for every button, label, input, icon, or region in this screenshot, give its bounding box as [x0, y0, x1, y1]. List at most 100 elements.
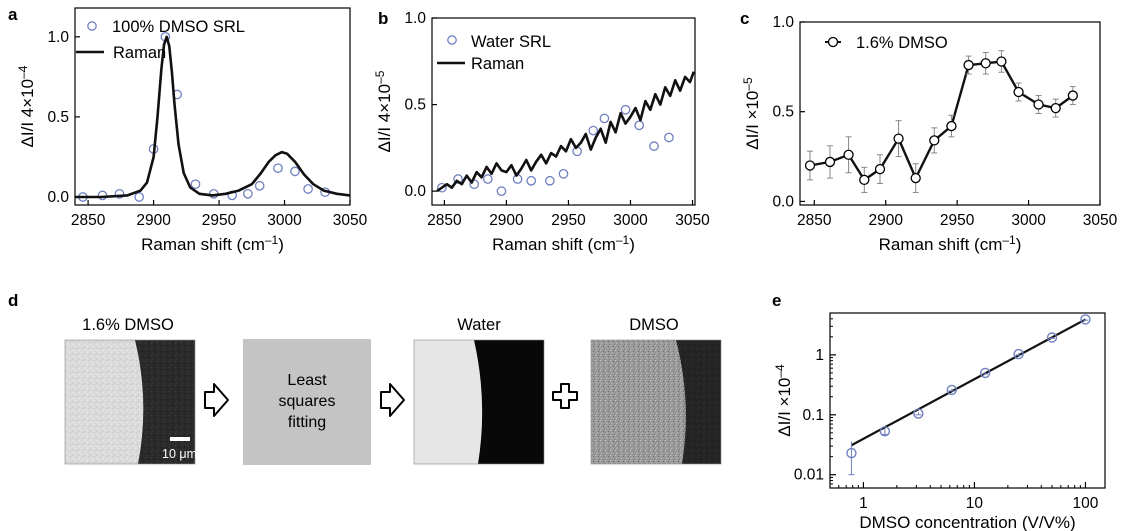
data-point	[526, 175, 537, 186]
x-axis-label: Raman shift (cm–1)	[492, 233, 635, 254]
data-point	[846, 447, 857, 459]
data-point	[1046, 332, 1058, 343]
y-tick-label: 0.0	[772, 193, 794, 210]
series-line	[436, 71, 695, 193]
water-image-label: Water	[457, 316, 501, 334]
x-axis-label: DMSO concentration (V/V%)	[859, 513, 1075, 531]
data-point	[979, 367, 991, 379]
y-axis-label: ΔI/I 4×10–4	[16, 65, 37, 147]
panel-label-d: d	[8, 291, 18, 310]
data-point	[946, 384, 957, 396]
x-tick-label: 3050	[333, 212, 368, 229]
data-point	[1013, 348, 1024, 360]
panel-label-c: c	[740, 9, 749, 28]
plus-icon	[552, 383, 578, 409]
data-point	[1050, 102, 1061, 114]
data-point	[620, 104, 631, 115]
data-point	[496, 186, 507, 196]
series-line	[809, 60, 1074, 182]
panel-label-e: e	[772, 291, 781, 310]
x-tick-label: 2900	[136, 212, 171, 229]
data-point	[545, 175, 555, 186]
chart-c: 2850 2900 2950 3000 3050 0.0 0.5 1.0 Raman shift…	[741, 14, 1118, 254]
x-axis-label: Raman shift (cm–1)	[141, 233, 284, 254]
y-tick-label: 0.1	[802, 407, 824, 424]
data-point	[963, 59, 974, 71]
data-point	[913, 408, 924, 419]
data-point	[879, 426, 891, 437]
legend-label: 100% DMSO SRL	[112, 18, 245, 36]
scale-bar	[170, 437, 190, 441]
process-line-1: Least	[287, 372, 327, 389]
data-point	[874, 163, 886, 175]
data-point	[664, 132, 674, 143]
legend-label: 1.6% DMSO	[856, 34, 948, 52]
legend-marker	[447, 35, 457, 45]
data-point	[303, 184, 313, 194]
dmso-image-label: DMSO	[629, 316, 679, 334]
panel-d-diagram: 1.6% DMSO 10 μm Least squares fitting Wa…	[64, 316, 722, 465]
x-tick-label: 2950	[551, 212, 586, 229]
panel-label-a: a	[8, 5, 18, 24]
x-tick-label: 2850	[797, 212, 832, 229]
x-tick-label: 2900	[868, 212, 903, 229]
data-point	[996, 56, 1007, 67]
data-point	[929, 135, 940, 146]
data-point	[1067, 90, 1079, 101]
x-axis-label: Raman shift (cm–1)	[879, 233, 1022, 254]
x-tick-label: 2850	[427, 212, 462, 229]
dmso-image	[590, 339, 722, 465]
data-point	[588, 125, 599, 136]
data-point	[910, 172, 921, 184]
data-point	[114, 188, 125, 199]
data-point	[243, 188, 253, 199]
y-tick-label: 1.0	[47, 29, 69, 46]
plot-frame	[431, 17, 696, 206]
legend-marker	[827, 36, 839, 48]
data-point	[804, 160, 816, 171]
plot-frame	[829, 312, 1106, 489]
data-point	[649, 141, 659, 151]
data-point	[558, 168, 569, 179]
data-point	[1033, 99, 1044, 110]
input-image-label: 1.6% DMSO	[82, 316, 174, 334]
data-point	[843, 149, 854, 160]
legend-marker	[87, 21, 97, 31]
x-tick-label: 2850	[71, 212, 106, 229]
arrow-icon	[380, 383, 405, 417]
y-tick-label: 0.0	[404, 183, 426, 200]
fit-line	[850, 318, 1086, 447]
chart-a: 2850 2900 2950 3000 3050 0.0 0.5 1.0 Raman shift…	[16, 7, 368, 254]
data-point	[254, 180, 265, 191]
data-point	[1013, 86, 1024, 98]
process-line-3: fitting	[288, 414, 326, 431]
y-tick-label: 0.5	[47, 109, 69, 126]
data-point	[946, 120, 957, 132]
data-point	[134, 192, 145, 202]
process-box	[243, 339, 371, 465]
process-line-2: squares	[279, 393, 336, 410]
x-tick-label: 1	[859, 495, 868, 512]
y-tick-label: 0.5	[772, 104, 794, 121]
data-point	[893, 133, 904, 144]
data-point	[482, 174, 493, 184]
water-image	[413, 339, 545, 465]
legend-label: Raman	[471, 55, 524, 73]
x-tick-label: 3050	[1083, 212, 1118, 229]
y-tick-label: 1	[815, 347, 824, 364]
y-tick-label: 1.0	[772, 14, 794, 31]
x-tick-label: 2950	[940, 212, 975, 229]
input-image: 10 μm	[64, 339, 197, 465]
scale-bar-label: 10 μm	[162, 447, 197, 461]
data-point	[290, 166, 300, 177]
series-line	[75, 35, 350, 199]
arrow-icon	[204, 383, 229, 417]
y-tick-label: 0.0	[47, 189, 69, 206]
data-point	[1080, 314, 1091, 325]
data-point	[273, 163, 283, 174]
data-point	[97, 190, 108, 201]
data-point	[980, 58, 991, 69]
y-axis-label: ΔI/I ×10–5	[741, 77, 762, 150]
